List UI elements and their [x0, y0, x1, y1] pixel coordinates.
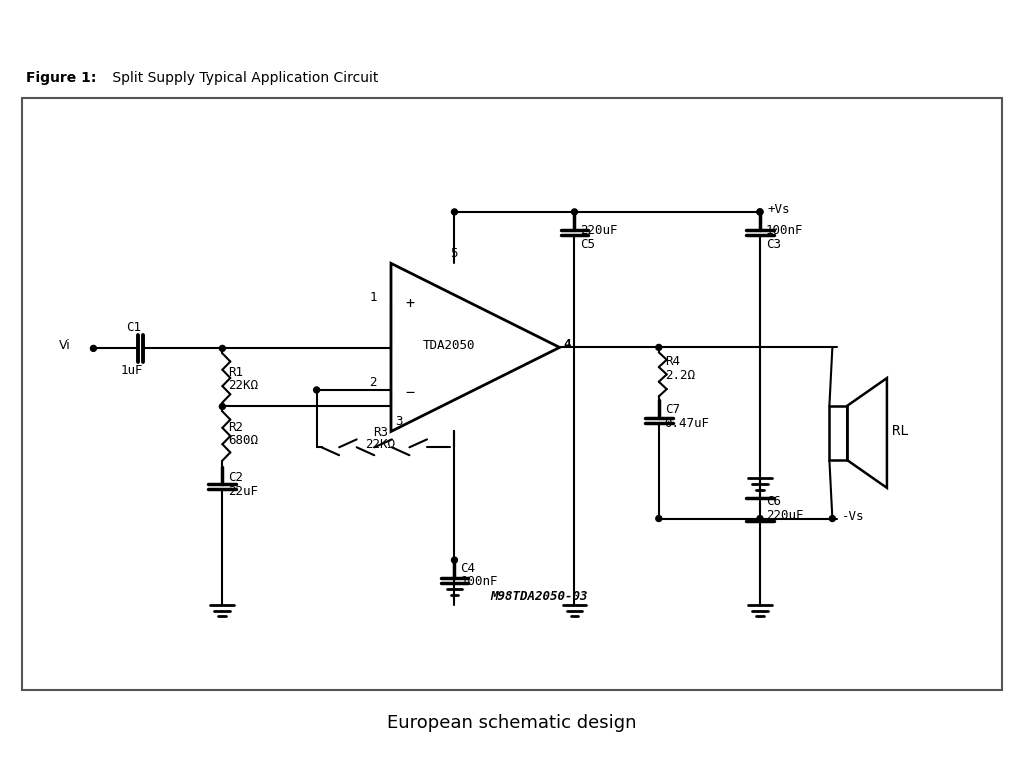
Text: 100nF: 100nF	[766, 223, 804, 237]
Circle shape	[571, 209, 578, 215]
Circle shape	[655, 515, 662, 521]
Text: C3: C3	[766, 237, 781, 250]
Circle shape	[219, 346, 225, 351]
Text: 22KΩ: 22KΩ	[228, 379, 258, 392]
Circle shape	[452, 209, 458, 215]
Text: European schematic design: European schematic design	[387, 714, 637, 733]
Text: 4: 4	[563, 339, 571, 352]
Text: C6: C6	[766, 495, 781, 508]
Text: 2: 2	[370, 376, 377, 389]
Circle shape	[655, 344, 662, 350]
Circle shape	[757, 515, 763, 521]
Bar	[23, 98, 1001, 690]
Text: +: +	[404, 296, 414, 311]
Text: -Vs: -Vs	[843, 510, 865, 522]
Text: Figure 1:: Figure 1:	[26, 71, 96, 85]
Text: 220uF: 220uF	[766, 508, 804, 521]
Text: C5: C5	[581, 237, 595, 250]
Text: TDA2050: TDA2050	[423, 339, 475, 353]
Text: Split Supply Typical Application Circuit: Split Supply Typical Application Circuit	[109, 71, 379, 85]
Circle shape	[452, 557, 458, 563]
Text: 3: 3	[395, 415, 402, 428]
Text: C7: C7	[665, 403, 680, 416]
Text: R3: R3	[373, 425, 388, 439]
Text: 22KΩ: 22KΩ	[366, 439, 395, 452]
Circle shape	[90, 346, 96, 351]
Text: R1: R1	[228, 366, 244, 379]
Text: −: −	[404, 385, 414, 400]
Text: 5: 5	[451, 247, 458, 260]
Text: R2: R2	[228, 422, 244, 435]
Text: 680Ω: 680Ω	[228, 434, 258, 447]
Text: C1: C1	[126, 321, 141, 333]
Text: C4: C4	[461, 562, 475, 575]
Text: 1: 1	[370, 291, 377, 304]
Text: M98TDA2050-03: M98TDA2050-03	[490, 590, 588, 603]
Circle shape	[757, 209, 763, 215]
Text: 220uF: 220uF	[581, 223, 617, 237]
Circle shape	[757, 209, 763, 215]
Circle shape	[829, 515, 836, 521]
Text: 0.47uF: 0.47uF	[665, 417, 710, 430]
Circle shape	[313, 387, 319, 393]
Text: +Vs: +Vs	[768, 203, 791, 216]
Text: R4: R4	[665, 356, 680, 369]
Circle shape	[219, 403, 225, 409]
Text: 22uF: 22uF	[228, 485, 258, 498]
Text: RL: RL	[892, 424, 908, 438]
Text: C2: C2	[228, 472, 244, 485]
Text: 2.2Ω: 2.2Ω	[665, 369, 694, 382]
Text: Vi: Vi	[58, 339, 71, 353]
Text: 100nF: 100nF	[461, 575, 498, 588]
Bar	[829, 406, 847, 460]
Text: 1uF: 1uF	[120, 364, 142, 377]
